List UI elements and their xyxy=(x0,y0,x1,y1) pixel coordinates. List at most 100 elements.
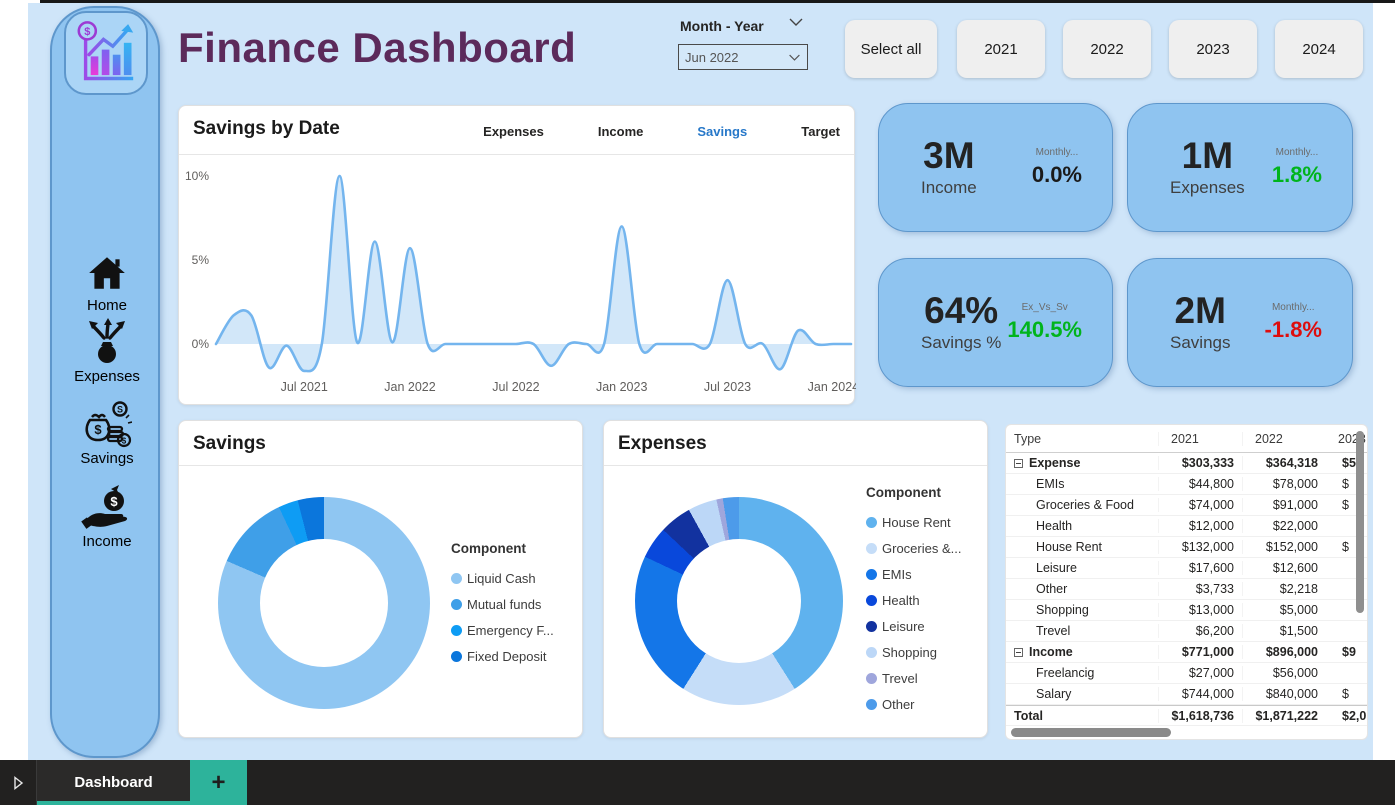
row-value-cell: $44,800 xyxy=(1158,477,1242,491)
table-vertical-scrollbar[interactable] xyxy=(1356,431,1364,613)
year-2022-button[interactable]: 2022 xyxy=(1063,20,1151,78)
sidebar-item-label: Expenses xyxy=(74,368,140,385)
area-fill xyxy=(216,176,851,371)
table-row: Expense$303,333$364,318$5 xyxy=(1006,453,1368,474)
sidebar-item-home[interactable]: Home xyxy=(52,253,162,314)
row-label-cell: Leisure xyxy=(1006,561,1158,575)
legend-item[interactable]: Other xyxy=(866,691,961,717)
tab-expenses[interactable]: Expenses xyxy=(483,124,544,139)
legend-item[interactable]: EMIs xyxy=(866,561,961,587)
table-horizontal-scrollbar[interactable] xyxy=(1011,728,1171,737)
column-header-2022[interactable]: 2022 xyxy=(1242,432,1326,446)
year-2021-button[interactable]: 2021 xyxy=(957,20,1045,78)
table-row: Trevel$6,200$1,500 xyxy=(1006,621,1368,642)
legend-label: Liquid Cash xyxy=(467,571,536,586)
sidebar-item-expenses[interactable]: Expenses xyxy=(52,316,162,385)
sidebar-item-label: Home xyxy=(87,297,127,314)
legend-item[interactable]: Emergency F... xyxy=(451,617,554,643)
legend-dot-icon xyxy=(866,621,877,632)
month-year-dropdown-value: Jun 2022 xyxy=(685,50,739,65)
table-row: Salary$744,000$840,000$ xyxy=(1006,684,1368,705)
legend-item[interactable]: Liquid Cash xyxy=(451,565,554,591)
table-row: Total$1,618,736$1,871,222$2,0 xyxy=(1006,705,1368,726)
panel-header-divider xyxy=(179,465,582,466)
add-page-button[interactable]: + xyxy=(190,760,247,805)
svg-text:$: $ xyxy=(94,422,102,437)
row-value-cell: $12,600 xyxy=(1242,561,1326,575)
column-header-2021[interactable]: 2021 xyxy=(1158,432,1242,446)
kpi-sub-label: Monthly... xyxy=(1036,147,1079,158)
legend-item[interactable]: Mutual funds xyxy=(451,591,554,617)
row-label-cell: House Rent xyxy=(1006,540,1158,554)
year-2023-button[interactable]: 2023 xyxy=(1169,20,1257,78)
kpi-label: Savings % xyxy=(921,333,1001,353)
legend-item[interactable]: Trevel xyxy=(866,665,961,691)
row-label-cell: Shopping xyxy=(1006,603,1158,617)
home-icon xyxy=(85,253,129,295)
kpi-label: Expenses xyxy=(1170,178,1245,198)
collapse-icon[interactable] xyxy=(1014,648,1023,657)
x-axis-tick-label: Jan 2024 xyxy=(808,380,856,394)
legend-label: Fixed Deposit xyxy=(467,649,546,664)
kpi-card-savings: 2MSavings Monthly...-1.8% xyxy=(1127,258,1353,387)
kpi-sub-label: Monthly... xyxy=(1276,147,1319,158)
tab-savings[interactable]: Savings xyxy=(697,124,747,139)
table-row: Health$12,000$22,000 xyxy=(1006,516,1368,537)
kpi-value: 2M xyxy=(1175,292,1226,331)
legend-dot-icon xyxy=(451,573,462,584)
row-value-cell: $12,000 xyxy=(1158,519,1242,533)
legend-dot-icon xyxy=(866,647,877,658)
row-label-cell: Other xyxy=(1006,582,1158,596)
legend-item[interactable]: Health xyxy=(866,587,961,613)
row-value-cell: $56,000 xyxy=(1242,666,1326,680)
sidebar-item-savings[interactable]: S $ $ Savings xyxy=(52,400,162,467)
expenses-donut-panel: Expenses Component House RentGroceries &… xyxy=(603,420,988,738)
panel-header-divider xyxy=(179,154,854,155)
chart-tabs: Expenses Income Savings Target xyxy=(483,124,840,139)
row-value-cell: $1,500 xyxy=(1242,624,1326,638)
app-logo: $ xyxy=(64,11,148,95)
legend-label: Health xyxy=(882,593,920,608)
table-header-row: Type 2021 2022 2023 xyxy=(1006,425,1368,453)
expenses-icon xyxy=(84,316,130,366)
table-row: Leisure$17,600$12,600 xyxy=(1006,558,1368,579)
legend-item[interactable]: Fixed Deposit xyxy=(451,643,554,669)
savings-panel-title: Savings xyxy=(193,433,266,455)
legend-item[interactable]: Shopping xyxy=(866,639,961,665)
svg-text:S: S xyxy=(117,405,123,415)
tab-dashboard[interactable]: Dashboard xyxy=(37,760,190,805)
row-label-cell: Health xyxy=(1006,519,1158,533)
kpi-card-savings-pct: 64%Savings % Ex_Vs_Sv140.5% xyxy=(878,258,1113,387)
row-value-cell: $27,000 xyxy=(1158,666,1242,680)
sidebar-item-income[interactable]: $ Income xyxy=(52,483,162,550)
column-header-type[interactable]: Type xyxy=(1006,432,1158,446)
legend-item[interactable]: House Rent xyxy=(866,509,961,535)
legend-item[interactable]: Leisure xyxy=(866,613,961,639)
row-value-cell: $2,218 xyxy=(1242,582,1326,596)
legend-item[interactable]: Groceries &... xyxy=(866,535,961,561)
savings-icon: S $ $ xyxy=(82,400,132,448)
finance-logo-icon: $ xyxy=(72,19,140,87)
legend-label: Trevel xyxy=(882,671,918,686)
legend-title: Component xyxy=(451,541,554,556)
table-row: Shopping$13,000$5,000 xyxy=(1006,600,1368,621)
collapse-icon[interactable] xyxy=(1014,459,1023,468)
expand-pages-arrow[interactable] xyxy=(0,760,37,805)
select-all-button[interactable]: Select all xyxy=(845,20,937,78)
row-value-cell: $6,200 xyxy=(1158,624,1242,638)
finance-dashboard-page: $ Home Expenses xyxy=(0,0,1395,805)
month-year-dropdown[interactable]: Jun 2022 xyxy=(678,44,808,70)
x-axis-tick-label: Jul 2021 xyxy=(281,380,328,394)
filter-collapse-chevron-icon[interactable] xyxy=(788,14,804,32)
tab-target[interactable]: Target xyxy=(801,124,840,139)
panel-header-divider xyxy=(604,465,987,466)
tab-income[interactable]: Income xyxy=(598,124,644,139)
row-value-cell: $5,000 xyxy=(1242,603,1326,617)
row-value-cell: $78,000 xyxy=(1242,477,1326,491)
row-value-cell: $840,000 xyxy=(1242,687,1326,701)
right-triangle-icon xyxy=(13,776,24,790)
year-2024-button[interactable]: 2024 xyxy=(1275,20,1363,78)
kpi-card-income: 3MIncome Monthly...0.0% xyxy=(878,103,1113,232)
row-value-cell: $2,0 xyxy=(1326,709,1368,723)
kpi-card-expenses: 1MExpenses Monthly...1.8% xyxy=(1127,103,1353,232)
